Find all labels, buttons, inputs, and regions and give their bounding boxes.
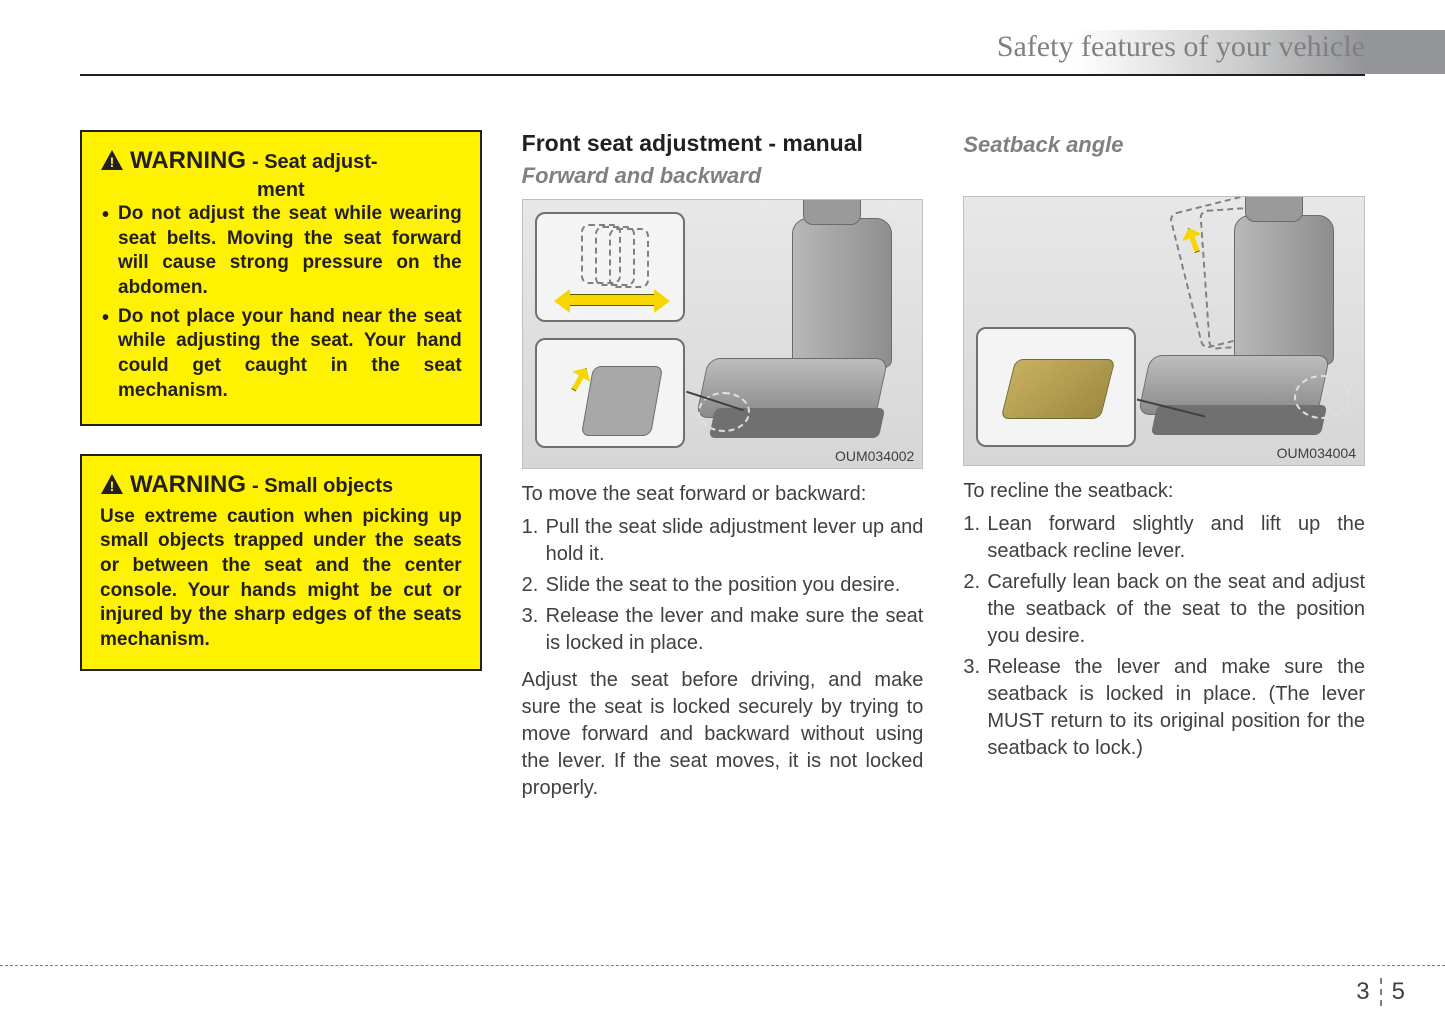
column-1: ! WARNING - Seat adjust- ment Do not adj…: [80, 130, 482, 808]
figure-inset: [976, 327, 1136, 447]
step-item: Slide the seat to the position you desir…: [522, 572, 924, 599]
steps-list: Pull the seat slide adjustment lever up …: [522, 514, 924, 661]
chapter-number: 3: [1356, 978, 1369, 1006]
highlight-circle: [1294, 375, 1350, 419]
page-number: 5: [1392, 978, 1405, 1006]
warning-label: WARNING: [130, 471, 246, 499]
ghost-seat-icon: [609, 228, 649, 288]
subsection-title: Seatback angle: [963, 132, 1365, 158]
warning-triangle-icon: !: [100, 149, 124, 171]
step-item: Release the lever and make sure the seat…: [963, 654, 1365, 762]
figure-forward-backward: OUM034002: [522, 199, 924, 469]
subsection-title: Forward and backward: [522, 163, 924, 189]
intro-text: To move the seat forward or backward:: [522, 481, 924, 508]
step-item: Release the lever and make sure the seat…: [522, 603, 924, 657]
figure-inset-top: [535, 212, 685, 322]
warning-subtitle: - Small objects: [252, 475, 393, 498]
seat-headrest: [1245, 196, 1303, 222]
step-item: Pull the seat slide adjustment lever up …: [522, 514, 924, 568]
manual-page: Safety features of your vehicle ! WARNIN…: [0, 0, 1445, 1026]
double-arrow-icon: [567, 294, 657, 306]
section-title: Front seat adjustment - manual: [522, 130, 924, 157]
figure-id: OUM034004: [1277, 445, 1356, 461]
page-footer: 3 5: [1356, 978, 1405, 1006]
warning-heading: ! WARNING - Small objects: [100, 470, 462, 499]
warning-body: Use extreme caution when picking up smal…: [100, 505, 462, 653]
seat-back: [792, 218, 892, 368]
seat-illustration: [1144, 205, 1344, 435]
warning-item: Do not adjust the seat while wearing sea…: [100, 202, 462, 301]
warning-item: Do not place your hand near the seat whi…: [100, 305, 462, 404]
figure-seatback-angle: OUM034004: [963, 196, 1365, 466]
intro-text: To recline the seatback:: [963, 478, 1365, 505]
step-item: Carefully lean back on the seat and adju…: [963, 569, 1365, 650]
outro-text: Adjust the seat before driving, and make…: [522, 667, 924, 802]
svg-text:!: !: [110, 478, 115, 494]
warning-triangle-icon: !: [100, 473, 124, 495]
figure-inset-bottom: [535, 338, 685, 448]
header-tab: [1365, 30, 1445, 74]
warning-subtitle-line1: - Seat adjust-: [252, 151, 378, 174]
figure-id: OUM034002: [835, 448, 914, 464]
seat-illustration: [702, 208, 902, 438]
header-rule: [80, 74, 1365, 76]
page-header: Safety features of your vehicle: [80, 30, 1365, 90]
warning-heading: ! WARNING - Seat adjust-: [100, 146, 462, 175]
warning-subtitle-line2: ment: [100, 179, 462, 202]
column-2: Front seat adjustment - manual Forward a…: [522, 130, 924, 808]
crop-line: [0, 965, 1445, 966]
footer-separator: [1380, 978, 1382, 1006]
svg-text:!: !: [110, 154, 115, 170]
lever-illustration: [581, 366, 663, 436]
warning-small-objects: ! WARNING - Small objects Use extreme ca…: [80, 454, 482, 671]
step-item: Lean forward slightly and lift up the se…: [963, 511, 1365, 565]
column-3: Seatback angle O: [963, 130, 1365, 808]
steps-list: Lean forward slightly and lift up the se…: [963, 511, 1365, 766]
warning-label: WARNING: [130, 147, 246, 175]
content-columns: ! WARNING - Seat adjust- ment Do not adj…: [80, 130, 1365, 808]
header-title: Safety features of your vehicle: [997, 30, 1365, 64]
seat-headrest: [803, 199, 861, 225]
recline-lever-illustration: [1001, 359, 1116, 419]
warning-list: Do not adjust the seat while wearing sea…: [100, 202, 462, 404]
seat-back: [1234, 215, 1334, 365]
warning-seat-adjustment: ! WARNING - Seat adjust- ment Do not adj…: [80, 130, 482, 426]
